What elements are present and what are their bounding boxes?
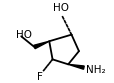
Text: F: F <box>37 72 43 82</box>
Text: HO: HO <box>16 30 32 41</box>
Text: HO: HO <box>52 3 68 13</box>
Text: NH₂: NH₂ <box>85 65 104 75</box>
Polygon shape <box>68 64 83 69</box>
Polygon shape <box>33 41 49 49</box>
